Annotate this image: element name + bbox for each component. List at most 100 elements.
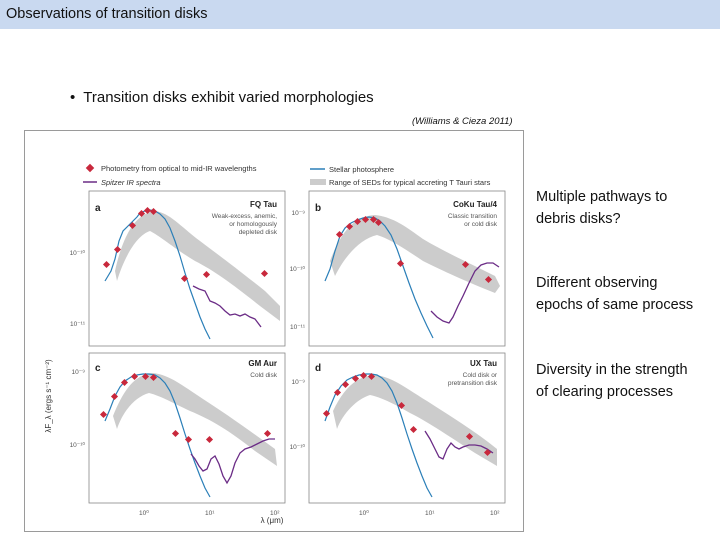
panel-c-point bbox=[130, 372, 139, 381]
panel-b-point bbox=[369, 215, 378, 224]
figure-legend: Photometry from optical to mid-IR wavele… bbox=[83, 163, 491, 187]
panel-d-point bbox=[322, 409, 331, 418]
x-axis-label: λ (μm) bbox=[261, 516, 284, 525]
panel-b: b CoKu Tau/4 Classic transition or cold … bbox=[290, 190, 506, 347]
panel-a-point bbox=[128, 221, 137, 230]
panel-d-ytick-2: 10⁻¹⁰ bbox=[290, 443, 306, 451]
panel-b-photometry-points bbox=[335, 215, 493, 284]
panel-a-ytick-2: 10⁻¹¹ bbox=[70, 321, 86, 328]
panel-c-point bbox=[99, 410, 108, 419]
panel-c-point bbox=[205, 435, 214, 444]
note-line: Multiple pathways to bbox=[536, 189, 668, 205]
panel-c-xtick-3: 10² bbox=[270, 510, 280, 517]
panel-b-point bbox=[484, 275, 493, 284]
panel-a-point bbox=[260, 269, 269, 278]
panel-c-point bbox=[110, 392, 119, 401]
panel-b-spitzer-spectrum bbox=[430, 262, 500, 324]
y-axis-label: λF_λ (ergs s⁻¹ cm⁻²) bbox=[44, 359, 53, 433]
bullet-text: Transition disks exhibit varied morpholo… bbox=[83, 89, 374, 106]
panel-c-point bbox=[263, 429, 272, 438]
panel-c-name: GM Aur bbox=[248, 359, 277, 368]
legend-photosphere: Stellar photosphere bbox=[329, 165, 394, 174]
panel-d-spitzer-spectrum bbox=[424, 430, 494, 460]
bullet-point: • Transition disks exhibit varied morphol… bbox=[70, 89, 374, 106]
panel-b-point bbox=[374, 218, 383, 227]
panel-b-sed-range bbox=[330, 215, 500, 293]
panel-c-ytick-1: 10⁻⁹ bbox=[72, 369, 86, 376]
panel-b-desc-1: Classic transition bbox=[448, 213, 498, 220]
panel-c-letter: c bbox=[95, 363, 101, 374]
note-line: debris disks? bbox=[536, 211, 621, 227]
citation: (Williams & Cieza 2011) bbox=[412, 116, 513, 127]
panel-a-name: FQ Tau bbox=[250, 200, 277, 209]
slide-title: Observations of transition disks bbox=[6, 6, 208, 22]
panel-b-ytick-3: 10⁻¹¹ bbox=[290, 324, 306, 331]
sed-figure: Photometry from optical to mid-IR wavele… bbox=[24, 130, 524, 532]
panel-d-letter: d bbox=[315, 363, 321, 374]
panel-b-desc-2: or cold disk bbox=[464, 221, 498, 228]
panel-c-ytick-2: 10⁻¹⁰ bbox=[70, 441, 86, 449]
panel-a-point bbox=[137, 209, 146, 218]
panel-b-point bbox=[396, 259, 405, 268]
panel-a-point bbox=[143, 206, 152, 215]
panel-a-desc-1: Weak-excess, anemic, bbox=[212, 213, 277, 220]
panel-a: a FQ Tau Weak-excess, anemic, or homolog… bbox=[70, 190, 286, 347]
panel-a-point bbox=[180, 274, 189, 283]
panel-a-point bbox=[149, 207, 158, 216]
panel-d-xtick-1: 10⁰ bbox=[359, 509, 369, 517]
panel-d-point bbox=[483, 448, 492, 457]
legend-photometry: Photometry from optical to mid-IR wavele… bbox=[101, 164, 257, 173]
panel-d-point bbox=[465, 432, 474, 441]
panel-d-desc-2: pretransition disk bbox=[448, 380, 498, 387]
panel-a-spitzer-spectrum bbox=[192, 285, 262, 328]
panel-a-letter: a bbox=[95, 203, 101, 214]
sed-range-swatch bbox=[310, 179, 326, 185]
panel-d-sed-range bbox=[333, 375, 497, 466]
panel-a-frame bbox=[88, 190, 286, 347]
panel-c-point bbox=[149, 373, 158, 382]
panel-a-point bbox=[113, 245, 122, 254]
panel-d: d UX Tau Cold disk or pretransition disk… bbox=[290, 352, 506, 517]
panel-d-photometry-points bbox=[322, 371, 492, 457]
panel-b-point bbox=[335, 230, 344, 239]
panel-b-name: CoKu Tau/4 bbox=[453, 200, 497, 209]
sed-figure-svg: Photometry from optical to mid-IR wavele… bbox=[44, 163, 506, 525]
panel-c-photosphere-line bbox=[104, 373, 211, 498]
panel-c-point bbox=[184, 435, 193, 444]
slide-title-bar: Observations of transition disks bbox=[0, 0, 720, 29]
panel-b-point bbox=[461, 260, 470, 269]
panel-d-point bbox=[341, 380, 350, 389]
note-line: epochs of same process bbox=[536, 297, 694, 313]
panel-d-name: UX Tau bbox=[470, 359, 497, 368]
panel-b-frame bbox=[308, 190, 506, 347]
panel-d-point bbox=[397, 401, 406, 410]
panel-c-xtick-1: 10⁰ bbox=[139, 509, 149, 517]
note-observing-epochs: Different observing epochs of same proce… bbox=[536, 272, 716, 316]
legend-spitzer: Spitzer IR spectra bbox=[101, 178, 161, 187]
panel-c-frame bbox=[88, 352, 286, 504]
note-line: Different observing bbox=[536, 275, 658, 291]
note-multiple-pathways: Multiple pathways to debris disks? bbox=[536, 186, 716, 230]
panel-c-sed-range bbox=[113, 373, 277, 466]
panel-d-ytick-1: 10⁻⁹ bbox=[292, 379, 306, 386]
panel-a-point bbox=[102, 260, 111, 269]
bullet-dot: • bbox=[70, 89, 76, 106]
panel-c-point bbox=[171, 429, 180, 438]
panel-d-frame bbox=[308, 352, 506, 504]
panel-c-point bbox=[141, 372, 150, 381]
panel-d-point bbox=[351, 374, 360, 383]
panel-a-desc-3: depleted disk bbox=[239, 229, 278, 236]
panel-c-spitzer-spectrum bbox=[190, 438, 275, 485]
panel-a-ytick-1: 10⁻¹⁰ bbox=[70, 249, 86, 257]
panel-b-ytick-1: 10⁻⁹ bbox=[292, 210, 306, 217]
panel-d-desc-1: Cold disk or bbox=[463, 372, 498, 379]
panel-c-point bbox=[120, 378, 129, 387]
panel-d-point bbox=[359, 371, 368, 380]
panel-d-point bbox=[409, 425, 418, 434]
panel-a-point bbox=[202, 270, 211, 279]
legend-sed-range: Range of SEDs for typical accreting T Ta… bbox=[329, 178, 491, 187]
note-diversity: Diversity in the strength of clearing pr… bbox=[536, 359, 716, 403]
panel-b-point bbox=[345, 222, 354, 231]
panel-b-point bbox=[361, 215, 370, 224]
panel-c-photometry-points bbox=[99, 372, 272, 444]
